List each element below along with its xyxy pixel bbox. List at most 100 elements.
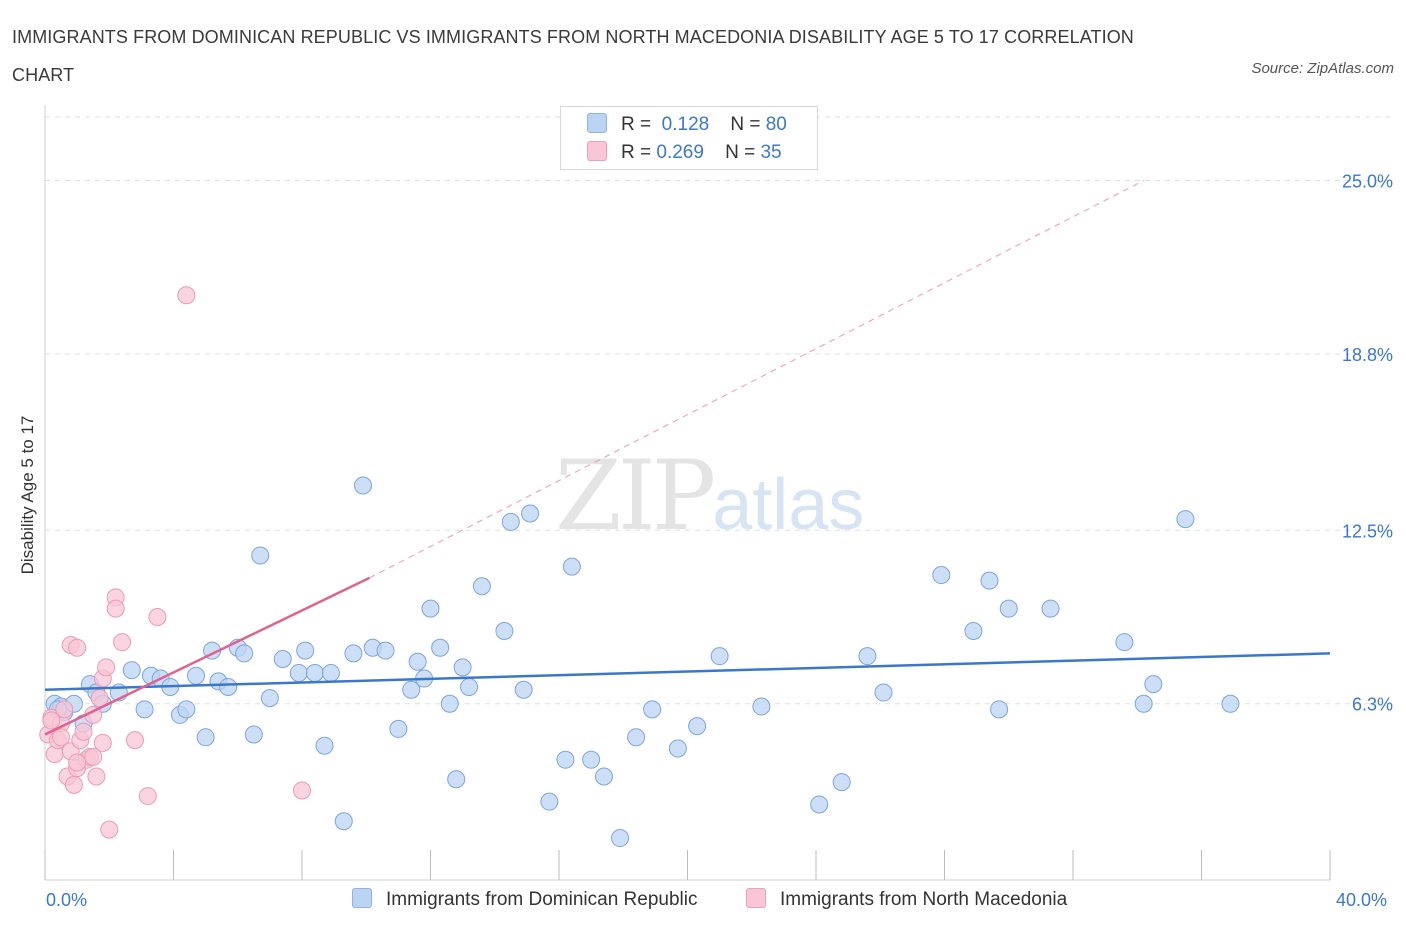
macedonia-point (177, 286, 196, 305)
legend-swatch-pink (746, 888, 766, 908)
legend-r-value: 0.269 (656, 142, 704, 163)
dominican-point (710, 647, 729, 666)
dominican-point (858, 647, 877, 666)
dominican-point (1134, 694, 1153, 713)
dominican-point (376, 641, 395, 660)
dominican-point (122, 661, 141, 680)
dominican-point (251, 546, 270, 565)
legend-swatch-blue (352, 888, 372, 908)
macedonia-point (125, 731, 144, 750)
dominican-point (421, 599, 440, 618)
dominican-point (177, 700, 196, 719)
macedonia-point (100, 820, 119, 839)
dominican-point (315, 736, 334, 755)
dominican-point (540, 792, 559, 811)
y-axis-label: Disability Age 5 to 17 (18, 415, 37, 575)
dominican-point (643, 700, 662, 719)
dominican-point (594, 767, 613, 786)
legend-r-label: R = (621, 142, 652, 163)
dominican-point (874, 683, 893, 702)
dominican-point (196, 728, 215, 747)
x-tick-label-min: 0.0% (46, 890, 88, 910)
dominican-point (1221, 694, 1240, 713)
dominican-point (501, 512, 520, 531)
dominican-point (810, 795, 829, 814)
macedonia-point (52, 728, 71, 747)
dominican-point (472, 577, 491, 596)
macedonia-point (87, 767, 106, 786)
dominican-trendline (44, 652, 1331, 691)
bottom-legend-dominican: Immigrants from Dominican Republic (352, 888, 698, 911)
dominican-point (321, 663, 340, 682)
dominican-point (562, 557, 581, 576)
macedonia-point (113, 633, 132, 652)
macedonia-point (106, 599, 125, 618)
dominican-point (582, 750, 601, 769)
macedonia-point (55, 700, 74, 719)
macedonia-point (64, 775, 83, 794)
bottom-legend-label: Immigrants from North Macedonia (780, 889, 1068, 910)
dominican-point (334, 812, 353, 831)
dominican-point (1115, 633, 1134, 652)
macedonia-point (293, 781, 311, 800)
legend-r-label: R = (621, 114, 652, 135)
legend-n-label: N = (725, 142, 756, 163)
dominican-point (964, 621, 983, 640)
dominican-point (244, 725, 263, 744)
dominican-point (296, 641, 315, 660)
dominican-point (305, 663, 324, 682)
legend-row-dominican: R = 0.128 N = 80 (587, 113, 787, 137)
dominican-point (186, 666, 205, 685)
macedonia-point (42, 711, 61, 730)
dominican-point (668, 739, 687, 758)
dominican-point (289, 663, 308, 682)
macedonia-trendline (44, 576, 371, 736)
stats-legend: R = 0.128 N = 80 R = 0.269 N = 35 (560, 106, 818, 170)
dominican-point (460, 677, 479, 696)
watermark-atlas: atlas (712, 465, 865, 545)
dominican-point (990, 700, 1009, 719)
macedonia-trendline-extension (369, 180, 1144, 579)
dominican-point (752, 697, 771, 716)
dominican-point (495, 621, 514, 640)
dominican-point (402, 680, 421, 699)
legend-swatch-blue (587, 113, 607, 133)
dominican-point (354, 476, 373, 495)
bottom-legend-label: Immigrants from Dominican Republic (386, 889, 698, 910)
watermark: ZIPatlas (555, 440, 864, 552)
dominican-point (453, 658, 472, 677)
dominican-point (447, 770, 466, 789)
macedonia-point (148, 608, 167, 627)
legend-r-value: 0.128 (661, 114, 710, 135)
y-tick-label: 25.0% (1342, 172, 1393, 192)
macedonia-point (138, 787, 157, 806)
legend-row-macedonia: R = 0.269 N = 35 (587, 141, 782, 165)
y-tick-label: 6.3% (1352, 695, 1393, 715)
dominican-point (344, 644, 363, 663)
macedonia-point (68, 753, 87, 772)
dominican-point (389, 719, 408, 738)
y-tick-label: 12.5% (1342, 521, 1393, 541)
dominican-point (832, 773, 851, 792)
dominican-point (611, 829, 630, 848)
dominican-point (1176, 510, 1195, 529)
macedonia-point (97, 658, 116, 677)
dominican-point (556, 750, 575, 769)
legend-n-label: N = (730, 114, 761, 135)
dominican-point (235, 644, 254, 663)
dominican-point (688, 717, 707, 736)
dominican-point (627, 728, 646, 747)
legend-n-value: 35 (760, 142, 782, 163)
x-tick-label-max: 40.0% (1336, 890, 1388, 910)
dominican-point (273, 649, 292, 668)
macedonia-point (93, 733, 112, 752)
bottom-legend-macedonia: Immigrants from North Macedonia (746, 888, 1067, 911)
dominican-point (1041, 599, 1060, 618)
chart-title: IMMIGRANTS FROM DOMINICAN REPUBLIC VS IM… (12, 27, 1134, 85)
source-label: Source: ZipAtlas.com (1251, 60, 1394, 77)
dominican-point (440, 694, 459, 713)
legend-swatch-pink (587, 141, 607, 161)
dominican-point (1144, 675, 1163, 694)
macedonia-point (84, 747, 103, 766)
